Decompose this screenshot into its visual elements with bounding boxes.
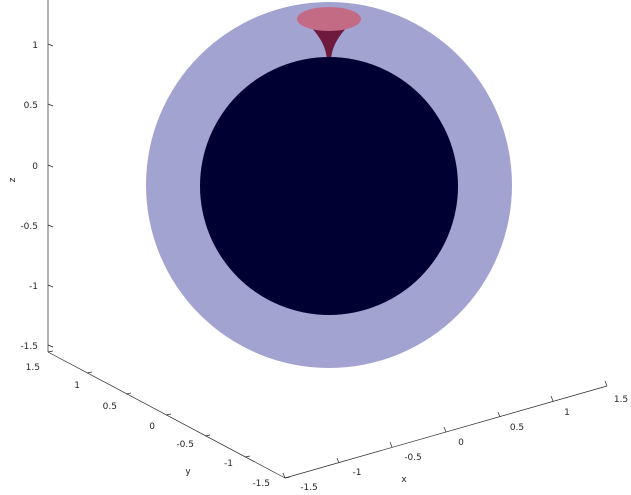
funnel-neck [312,28,346,60]
x-tick-label: -1.5 [300,483,318,493]
y-tick-labels: 1.5 1 0.5 0 -0.5 -1 -1.5 [26,363,270,489]
funnel-top [297,7,361,31]
z-tick-label: -1 [29,282,38,292]
z-tick [47,164,54,168]
z-tick-label: 0.5 [24,101,38,111]
z-tick-label: 1 [32,41,38,51]
z-tick [47,284,54,288]
x-tick [443,426,447,433]
inner-sphere [200,57,458,315]
x-tick [604,380,608,387]
y-tick [244,455,251,458]
z-ticks [47,43,54,348]
z-axis-title: z [8,177,18,182]
z-tick [47,43,54,47]
x-tick [336,457,340,464]
y-tick-label: 0 [149,422,155,432]
y-tick-label: -1.5 [252,479,270,489]
z-tick-label: 0 [32,162,38,172]
x-tick-label: 0 [458,438,464,448]
x-tick-label: 0.5 [510,423,524,433]
x-tick-label: 1 [564,408,570,418]
y-tick [165,413,172,416]
y-tick-label: -0.5 [176,440,194,450]
y-tick [86,371,93,374]
x-ticks [282,380,608,479]
x-tick-label: -0.5 [404,453,422,463]
y-tick [47,350,54,353]
z-tick [47,344,54,348]
z-tick [47,103,54,107]
y-tick-label: 0.5 [103,402,117,412]
x-tick-label: 1.5 [614,395,628,405]
y-tick [204,434,211,437]
y-tick [125,392,132,395]
x-tick-label: -1 [353,468,362,478]
x-tick [389,441,393,448]
y-ticks [47,350,291,479]
y-axis-title: y [185,467,191,477]
z-tick [47,224,54,228]
y-tick-label: 1 [74,381,80,391]
z-tick-label: -0.5 [20,222,38,232]
x-tick [550,395,554,402]
z-tick-label: -1.5 [20,342,38,352]
x-tick [497,411,501,418]
x-axis-title: x [401,475,407,485]
y-tick-label: 1.5 [26,363,40,373]
x-tick [282,472,286,479]
z-tick-labels: 1 0.5 0 -0.5 -1 -1.5 [20,41,38,352]
x-tick-labels: -1.5 -1 -0.5 0 0.5 1 1.5 [300,395,628,493]
y-tick-label: -1 [224,459,233,469]
